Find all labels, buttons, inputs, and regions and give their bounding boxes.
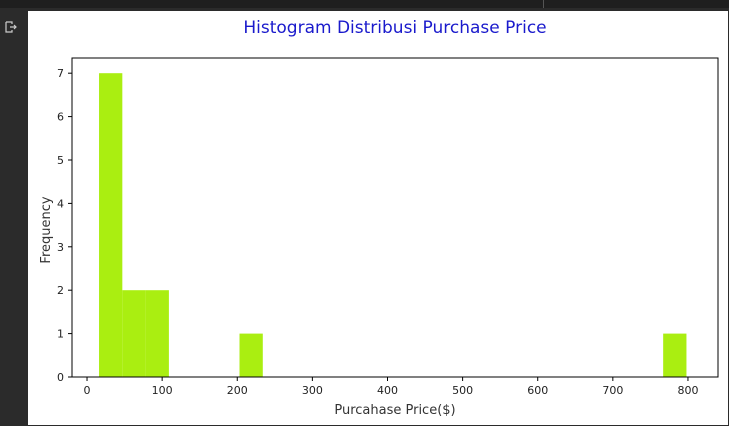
x-tick-label-200: 200	[227, 384, 248, 397]
x-tick-label-400: 400	[377, 384, 398, 397]
chart-title: Histogram Distribusi Purchase Price	[243, 18, 546, 38]
output-redirect-icon[interactable]	[4, 20, 18, 34]
toolbar-divider	[543, 0, 544, 8]
x-tick-label-100: 100	[152, 384, 173, 397]
y-tick-label-5: 5	[57, 154, 64, 167]
y-tick-label-1: 1	[57, 328, 64, 341]
histogram-bar-0	[99, 73, 123, 377]
histogram-bar-3	[239, 333, 263, 377]
y-tick-label-4: 4	[57, 197, 64, 210]
x-tick-label-700: 700	[602, 384, 623, 397]
cell-gutter	[0, 8, 28, 426]
histogram-bar-4	[663, 333, 687, 377]
x-tick-label-0: 0	[84, 384, 91, 397]
y-tick-label-0: 0	[57, 371, 64, 384]
histogram-bar-1	[122, 290, 146, 377]
x-tick-label-500: 500	[452, 384, 473, 397]
cell-output-area: Histogram Distribusi Purchase Price 0 100…	[28, 11, 728, 425]
x-tick-label-300: 300	[302, 384, 323, 397]
top-toolbar	[0, 0, 729, 8]
y-tick-label-3: 3	[57, 241, 64, 254]
plot-frame	[71, 57, 719, 378]
y-axis-label: Frequency	[39, 196, 54, 263]
y-tick-label-7: 7	[57, 67, 64, 80]
x-tick-label-600: 600	[527, 384, 548, 397]
histogram-bar-2	[145, 290, 169, 377]
x-axis-label: Purcahase Price($)	[334, 403, 455, 418]
y-tick-label-2: 2	[57, 284, 64, 297]
histogram-chart: Histogram Distribusi Purchase Price 0 100…	[39, 18, 719, 418]
y-tick-label-6: 6	[57, 111, 64, 124]
x-tick-label-800: 800	[677, 384, 698, 397]
